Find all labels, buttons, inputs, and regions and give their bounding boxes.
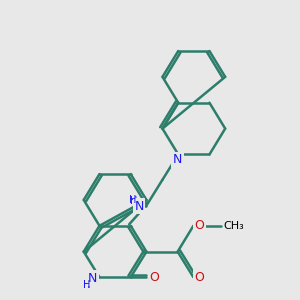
Text: O: O [194, 219, 204, 232]
Text: H: H [83, 280, 91, 290]
Text: O: O [149, 271, 159, 284]
Text: N: N [173, 153, 182, 166]
Text: O: O [194, 271, 204, 284]
Text: H: H [130, 196, 137, 206]
Text: N: N [88, 272, 98, 285]
Text: N: N [88, 272, 98, 285]
Text: H: H [83, 280, 90, 290]
Text: N: N [134, 200, 144, 213]
Text: CH₃: CH₃ [224, 221, 244, 231]
Text: H: H [129, 195, 136, 205]
Text: O: O [194, 271, 204, 284]
Text: N: N [134, 200, 144, 213]
Text: O: O [194, 219, 204, 232]
Text: N: N [173, 153, 182, 166]
